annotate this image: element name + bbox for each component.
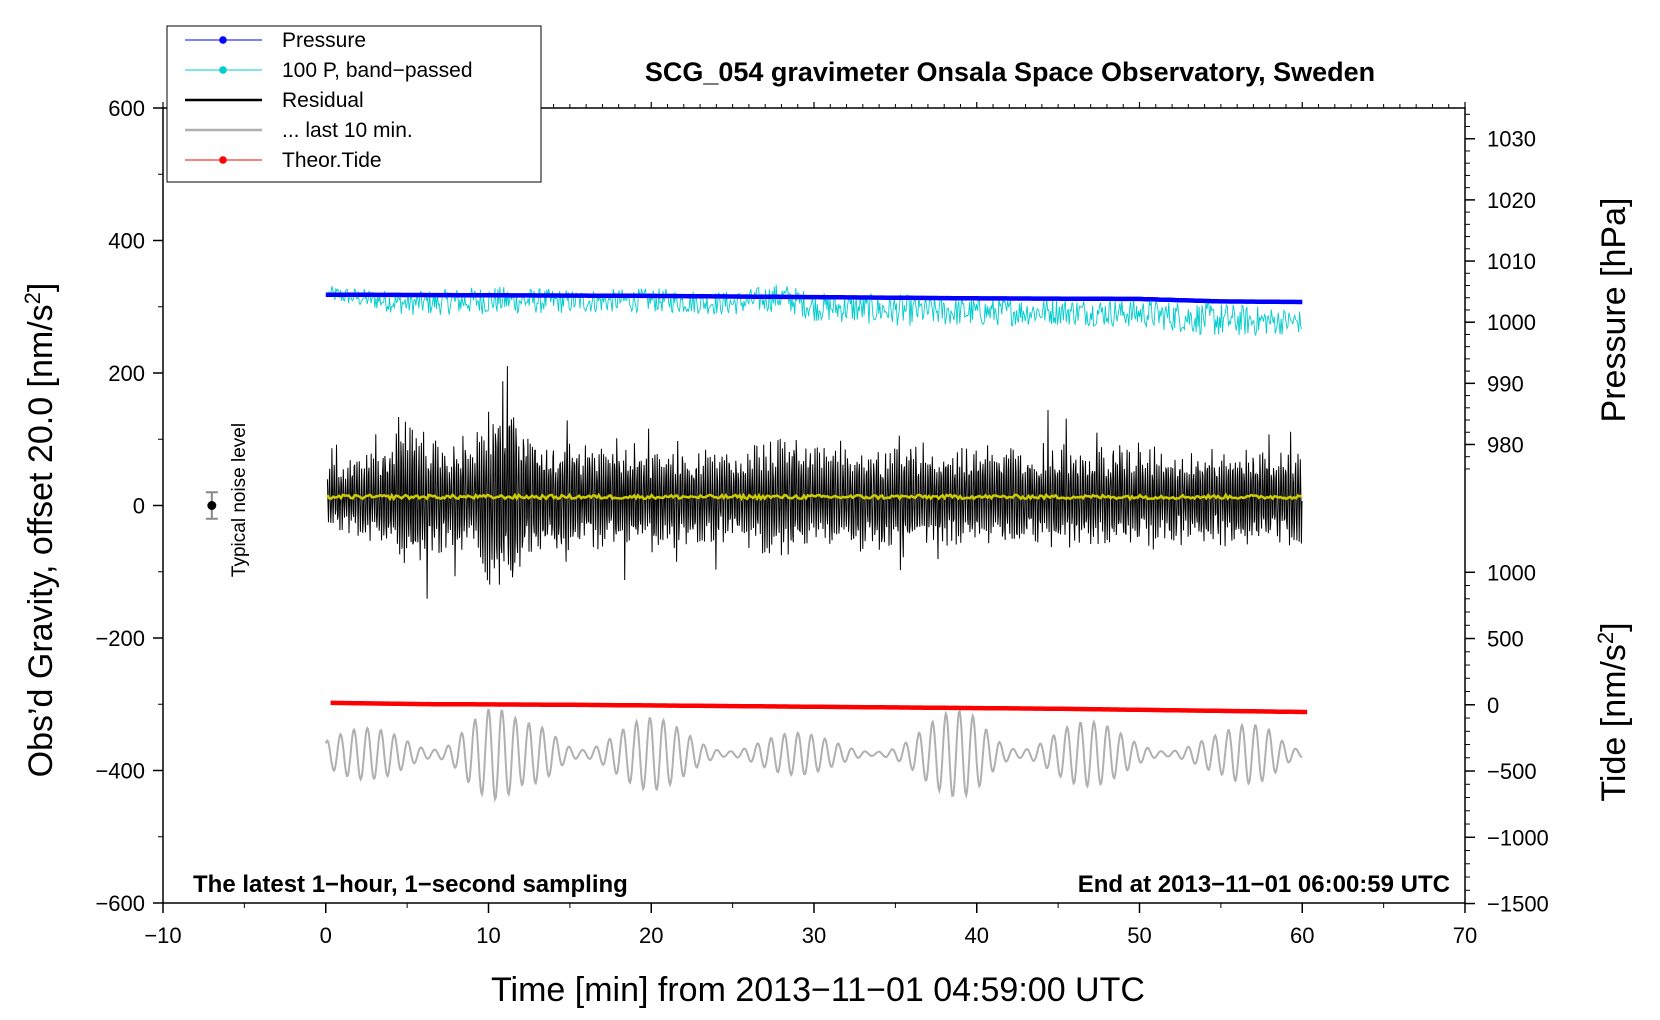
noise-level-indicator: Typical noise level [205,423,250,577]
noise-level-label: Typical noise level [229,423,250,577]
legend-label-1: 100 P, band−passed [282,59,473,82]
y-tick-label-1: 400 [108,229,145,254]
tide-tick-label-4: −1000 [1487,825,1549,850]
x-tick-label-2: 10 [476,923,500,948]
y-tick-label-2: 200 [108,361,145,386]
tide-tick-label-5: −1500 [1487,892,1549,917]
noise-point [207,501,217,510]
x-tick-label-5: 40 [965,923,989,948]
tide-axis-title-sup: 2 [1593,632,1618,644]
pressure-line [325,292,1303,305]
y-tick-label-4: −200 [95,626,145,651]
tide-tick-label-0: 1000 [1487,560,1536,585]
legend-label-2: Residual [282,89,364,112]
annotation-sampling: The latest 1−hour, 1−second sampling [193,871,628,898]
x-tick-label-0: −10 [144,923,181,948]
x-tick-label-4: 30 [802,923,826,948]
series-layer [324,284,1308,803]
pressure-tick-label-5: 980 [1487,432,1524,457]
legend-marker-0 [219,36,227,44]
pressure-tick-label-1: 1020 [1487,188,1536,213]
smoothed-residual-line [326,492,1303,502]
ticks-layer [153,102,1475,913]
y-tick-label-3: 0 [133,494,145,519]
tide-axis-title: Tide [nm/s2] [1593,622,1633,801]
theoretical-tide-line [330,700,1308,715]
chart-title: SCG_054 gravimeter Onsala Space Observat… [645,57,1375,87]
legend: Pressure 100 P, band−passed Residual ... la… [166,25,542,183]
pressure-axis-title: Pressure [hPa] [1595,198,1633,423]
tide-axis-title-text: Tide [nm/s [1595,644,1633,801]
x-tick-label-1: 0 [320,923,332,948]
tide-tick-label-1: 500 [1487,627,1524,652]
legend-label-3: ... last 10 min. [282,119,413,142]
y-axis-title-close: ] [22,283,60,292]
x-tick-label-6: 50 [1127,923,1151,948]
x-tick-label-8: 70 [1453,923,1477,948]
last-10-min-line [324,708,1303,803]
residual-line [326,366,1303,599]
y-tick-label-6: −600 [95,891,145,916]
legend-box [166,25,542,183]
y-axis-title: Obs’d Gravity, offset 20.0 [nm/s2] [20,283,60,778]
y-tick-label-0: 600 [108,96,145,121]
y-tick-label-5: −400 [95,759,145,784]
x-tick-label-7: 60 [1290,923,1314,948]
pressure-tick-label-4: 990 [1487,371,1524,396]
x-axis-title: Time [min] from 2013−11−01 04:59:00 UTC [491,971,1145,1009]
tide-axis-title-close: ] [1595,622,1633,631]
pressure-tick-label-3: 1000 [1487,310,1536,335]
labels-layer: −10 0 10 20 30 40 50 60 706004002000−200−400−600… [95,96,1548,948]
y-axis-title-text: Obs’d Gravity, offset 20.0 [nm/s [22,304,60,777]
legend-label-4: Theor.Tide [282,149,382,172]
y-axis-title-sup: 2 [20,292,45,304]
annotation-end-time: End at 2013−11−01 06:00:59 UTC [1078,871,1450,898]
pressure-tick-label-0: 1030 [1487,127,1536,152]
legend-label-0: Pressure [282,29,366,52]
x-tick-label-3: 20 [639,923,663,948]
legend-marker-4 [219,156,227,164]
pressure-tick-label-2: 1010 [1487,249,1536,274]
legend-marker-1 [219,66,227,74]
tide-tick-label-2: 0 [1487,693,1499,718]
tide-tick-label-3: −500 [1487,759,1537,784]
